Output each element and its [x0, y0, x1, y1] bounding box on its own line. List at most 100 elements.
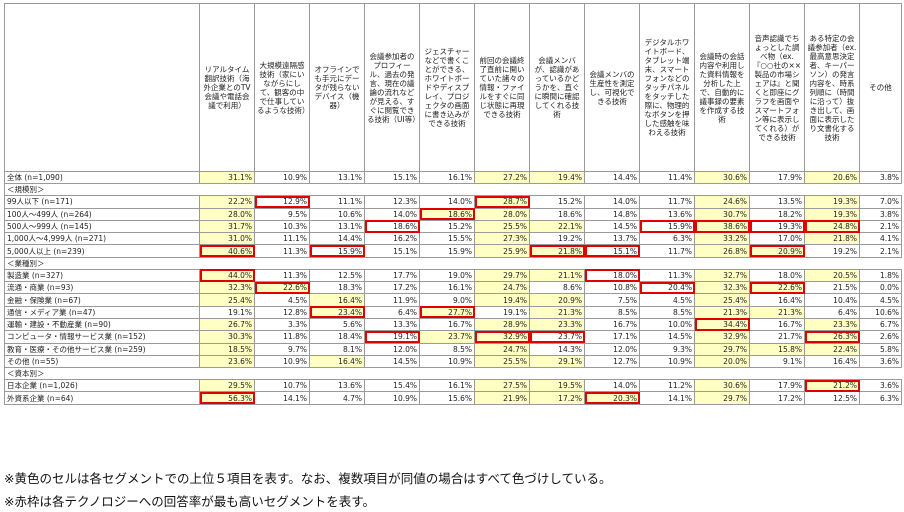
value-cell: 15.4% [364, 379, 420, 393]
table-row: コンピュータ・情報サービス業 (n=152) 30.3% 11.8% 18.4% 19.… [4, 330, 902, 344]
column-header: デジタルホワイトボード、タブレット端末、スマートフォンなどのタッチパネルをタッチ… [639, 3, 695, 172]
value-cell: 9.3% [639, 342, 695, 356]
value-cell: 8.6% [529, 281, 585, 295]
value-cell: 29.5% [199, 379, 255, 393]
value-cell: 23.4% [309, 305, 365, 319]
value-cell: 32.9% [694, 330, 750, 344]
empty-cell [859, 367, 902, 381]
value-cell: 12.5% [309, 268, 365, 283]
row-label: 1,000人～4,999人 (n=271) [4, 232, 200, 246]
value-cell: 23.3% [804, 317, 860, 332]
value-cell: 7.0% [859, 195, 902, 209]
row-label: 100人～499人 (n=264) [4, 207, 200, 221]
value-cell: 6.4% [364, 305, 420, 319]
footnote-red: ※赤枠は各テクノロジーへの回答率が最も高いセグメントを表す。 [4, 494, 375, 509]
value-cell: 18.0% [749, 268, 805, 283]
empty-cell [749, 367, 805, 381]
value-cell: 21.7% [749, 330, 805, 344]
value-cell: 23.3% [529, 317, 585, 332]
value-cell: 22.1% [529, 219, 585, 234]
empty-cell [859, 183, 902, 197]
value-cell: 10.4% [804, 293, 860, 307]
value-cell: 15.6% [419, 391, 475, 405]
value-cell: 10.8% [584, 281, 640, 295]
value-cell: 8.5% [639, 305, 695, 319]
empty-cell [474, 183, 530, 197]
value-cell: 16.1% [419, 281, 475, 295]
empty-cell [419, 256, 475, 270]
value-cell: 1.8% [859, 268, 902, 283]
value-cell: 14.4% [309, 232, 365, 246]
value-cell: 27.5% [474, 379, 530, 393]
value-cell: 19.1% [364, 330, 420, 344]
value-cell: 18.3% [309, 281, 365, 295]
section-row: ＜規模別＞ [4, 183, 902, 197]
column-header: その他 [859, 3, 902, 172]
value-cell: 24.8% [804, 219, 860, 234]
value-cell: 11.7% [639, 244, 695, 258]
value-cell: 12.7% [584, 354, 640, 369]
value-cell: 31.7% [199, 219, 255, 234]
value-cell: 17.0% [749, 232, 805, 246]
empty-cell [474, 367, 530, 381]
column-header: オフラインでも手元にデータが残らないデバイス（機器） [309, 3, 365, 172]
value-cell: 26.3% [804, 330, 860, 344]
value-cell: 30.6% [694, 379, 750, 393]
value-cell: 12.5% [804, 391, 860, 405]
value-cell: 10.6% [309, 207, 365, 221]
value-cell: 11.7% [639, 195, 695, 209]
empty-cell [639, 183, 695, 197]
value-cell: 13.1% [309, 219, 365, 234]
value-cell: 20.3% [584, 391, 640, 405]
value-cell: 19.2% [529, 232, 585, 246]
empty-cell [749, 183, 805, 197]
value-cell: 13.3% [364, 317, 420, 332]
value-cell: 20.0% [694, 354, 750, 369]
value-cell: 26.7% [199, 317, 255, 332]
table-row: 流通・商業 (n=93) 32.3% 22.6% 18.3% 17.2% 16.1% 24.… [4, 281, 902, 295]
survey-table: リアルタイム翻訳技術（海外企業とのTV会議や電話会議で利用） 大規模遠隔感技術（家… [4, 3, 902, 405]
value-cell: 22.2% [199, 195, 255, 209]
table-row: 100人～499人 (n=264) 28.0% 9.5% 10.6% 14.0% 18.6… [4, 207, 902, 221]
table-row: その他 (n=55) 23.6% 10.9% 16.4% 14.5% 10.9% 25.5%… [4, 354, 902, 369]
section-label: ＜業種別＞ [4, 256, 200, 270]
value-cell: 21.9% [474, 391, 530, 405]
value-cell: 18.5% [199, 342, 255, 356]
value-cell: 3.6% [859, 354, 902, 369]
value-cell: 38.6% [694, 219, 750, 234]
value-cell: 13.7% [584, 232, 640, 246]
empty-cell [859, 256, 902, 270]
value-cell: 29.7% [474, 268, 530, 283]
value-cell: 21.3% [529, 305, 585, 319]
value-cell: 31.1% [199, 170, 255, 185]
value-cell: 27.2% [474, 170, 530, 185]
table-row: 運輸・建設・不動産業 (n=90) 26.7% 3.3% 5.6% 13.3% 16.7%… [4, 317, 902, 332]
value-cell: 15.2% [529, 195, 585, 209]
value-cell: 4.5% [254, 293, 310, 307]
value-cell: 16.7% [419, 317, 475, 332]
value-cell: 19.3% [804, 195, 860, 209]
empty-cell [639, 256, 695, 270]
empty-cell [584, 256, 640, 270]
value-cell: 14.5% [364, 354, 420, 369]
empty-cell [639, 367, 695, 381]
row-label: 500人～999人 (n=145) [4, 219, 200, 234]
value-cell: 14.1% [254, 391, 310, 405]
value-cell: 28.0% [474, 207, 530, 221]
value-cell: 12.9% [254, 195, 310, 209]
column-header: ジェスチャーなどで書くことができる、ホワイトボードやディスプレイ、プロジェクタの… [419, 3, 475, 172]
value-cell: 22.6% [254, 281, 310, 295]
value-cell: 14.4% [584, 170, 640, 185]
header-corner [4, 3, 200, 172]
empty-cell [584, 183, 640, 197]
value-cell: 29.7% [694, 342, 750, 356]
empty-cell [529, 256, 585, 270]
value-cell: 12.0% [584, 342, 640, 356]
value-cell: 32.9% [474, 330, 530, 344]
value-cell: 28.9% [474, 317, 530, 332]
value-cell: 22.6% [749, 281, 805, 295]
empty-cell [694, 183, 750, 197]
value-cell: 17.2% [529, 391, 585, 405]
empty-cell [529, 367, 585, 381]
row-label: 運輸・建設・不動産業 (n=90) [4, 317, 200, 332]
